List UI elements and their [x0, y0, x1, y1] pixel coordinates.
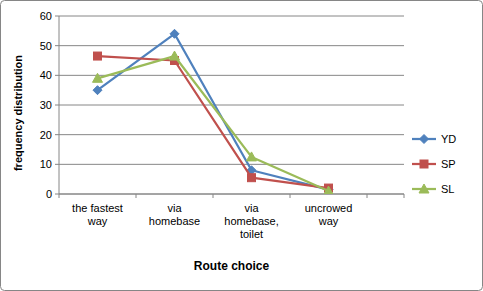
chart-frame: [1, 1, 483, 291]
x-axis-title: Route choice: [194, 259, 270, 273]
x-tick-label: viahomebase,toilet: [224, 202, 278, 240]
legend-label: YD: [441, 133, 456, 145]
x-tick: [290, 194, 291, 198]
y-axis: [59, 16, 60, 194]
series-line: [98, 56, 329, 191]
grid-line: [59, 16, 404, 17]
x-tick-label: viahomebase: [149, 202, 200, 227]
series-line: [98, 56, 329, 188]
plot-data: [93, 29, 334, 194]
y-tick: [55, 134, 59, 135]
x-tick: [136, 194, 137, 198]
legend-label: SL: [441, 183, 454, 195]
y-tick: [55, 105, 59, 106]
y-tick-label: 10: [40, 158, 52, 170]
y-tick-label: 30: [40, 99, 52, 111]
x-tick: [367, 194, 368, 198]
series-line: [98, 34, 329, 190]
legend-label: SP: [441, 158, 456, 170]
data-point: [93, 86, 102, 95]
grid-line: [59, 105, 404, 106]
y-tick-label: 40: [40, 69, 52, 81]
grid-line: [59, 164, 404, 165]
x-tick-label: uncrowedway: [305, 202, 353, 227]
legend: YD SP SL: [412, 133, 456, 195]
data-point: [93, 73, 103, 82]
y-tick: [55, 194, 59, 195]
data-point: [94, 52, 102, 60]
data-point: [247, 152, 257, 161]
x-axis: [59, 194, 404, 195]
y-tick: [55, 75, 59, 76]
y-tick-label: 50: [40, 40, 52, 52]
legend-marker: [419, 184, 429, 193]
y-tick-label: 0: [46, 188, 52, 200]
data-point: [170, 51, 180, 60]
x-tick: [404, 194, 405, 198]
y-tick-label: 20: [40, 129, 52, 141]
y-axis-title: frequency distribution: [12, 55, 24, 171]
x-tick: [213, 194, 214, 198]
data-point: [248, 174, 256, 182]
grid-line: [59, 194, 404, 195]
y-tick: [55, 16, 59, 17]
chart: 0 10 20 30 40 50 60 the fastestway viahomebase vi…: [0, 0, 483, 291]
y-tick-label: 60: [40, 10, 52, 22]
legend-marker: [420, 160, 428, 168]
x-tick: [59, 194, 60, 198]
grid-line: [59, 45, 404, 46]
data-point: [324, 186, 334, 194]
y-tick: [55, 164, 59, 165]
x-tick-label: the fastestway: [72, 202, 123, 227]
y-tick: [55, 45, 59, 46]
data-point: [170, 29, 179, 38]
legend-marker: [420, 135, 429, 144]
